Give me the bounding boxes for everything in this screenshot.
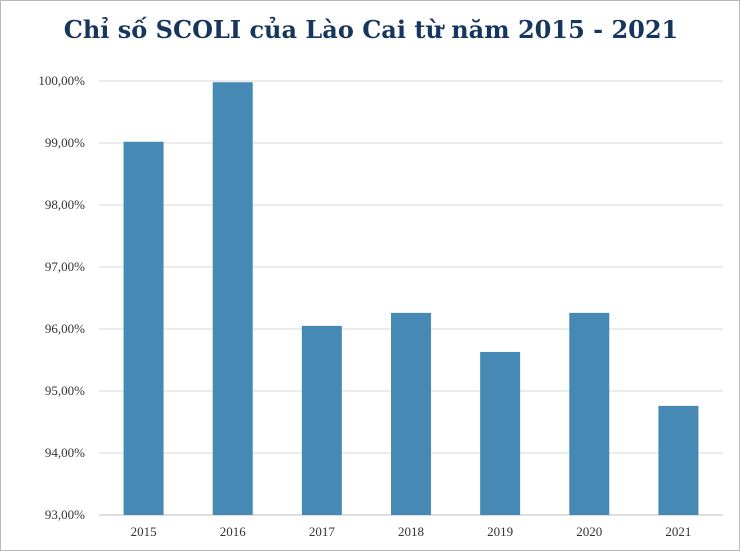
y-axis-labels: 93,00% 94,00% 95,00% 96,00% 97,00% 98,00% 99,0… <box>38 73 85 522</box>
y-tick-label: 94,00% <box>45 445 85 460</box>
y-tick-label: 95,00% <box>45 383 85 398</box>
x-tick-label: 2020 <box>576 524 602 539</box>
bar-2020 <box>569 312 610 515</box>
y-tick-label: 98,00% <box>45 197 85 212</box>
x-tick-label: 2016 <box>220 524 247 539</box>
bar-2018 <box>391 312 431 515</box>
chart-title: Chỉ số SCOLI của Lào Cai từ năm 2015 - 2… <box>63 15 679 44</box>
y-tick-label: 99,00% <box>45 135 85 150</box>
x-tick-label: 2019 <box>487 524 513 539</box>
bars <box>123 82 699 516</box>
x-tick-label: 2018 <box>398 524 424 539</box>
bar-2016 <box>212 82 253 516</box>
x-tick-label: 2015 <box>131 524 157 539</box>
bar-2019 <box>480 351 521 515</box>
x-tick-label: 2017 <box>309 524 336 539</box>
bar-2017 <box>301 325 342 515</box>
bar-2021 <box>658 405 699 515</box>
x-axis-labels: 2015 2016 2017 2018 2019 2020 2021 <box>131 524 692 539</box>
x-tick-label: 2021 <box>665 524 691 539</box>
y-tick-label: 96,00% <box>45 321 85 336</box>
y-tick-label: 97,00% <box>45 259 85 274</box>
y-tick-label: 93,00% <box>45 507 85 522</box>
bar-2015 <box>123 141 164 515</box>
y-tick-label: 100,00% <box>38 73 85 88</box>
